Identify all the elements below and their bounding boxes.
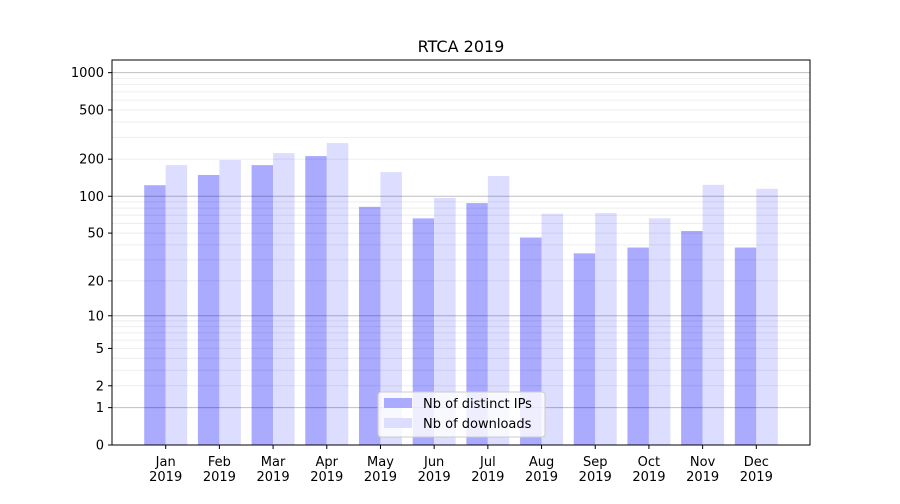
bar-ips <box>412 218 435 445</box>
y-tick-label: 1 <box>96 401 104 416</box>
bar-ips <box>197 174 220 445</box>
bar-ips <box>305 156 327 445</box>
bar-downloads <box>487 176 510 445</box>
y-tick-label: 10 <box>87 309 104 324</box>
x-tick-label: 2019 <box>686 470 719 485</box>
x-tick-label: Oct <box>638 455 660 470</box>
y-tick-label: 50 <box>87 227 104 242</box>
x-tick-label: Jun <box>423 455 444 470</box>
bar-ips <box>466 203 488 445</box>
y-tick-label: 5 <box>96 342 104 357</box>
x-tick-label: 2019 <box>310 470 343 485</box>
x-tick-label: Feb <box>208 455 231 470</box>
y-tick-label: 1000 <box>71 66 104 81</box>
x-tick-label: Mar <box>261 455 286 470</box>
legend-label: Nb of distinct IPs <box>423 397 532 412</box>
bar-downloads <box>595 213 617 445</box>
bar-downloads <box>648 218 671 445</box>
x-tick-label: Apr <box>316 455 339 470</box>
axes-frame <box>111 59 811 446</box>
x-tick-label: Dec <box>744 455 769 470</box>
y-tick-label: 100 <box>79 190 104 205</box>
bar-downloads <box>380 172 402 445</box>
bar-downloads <box>219 159 241 445</box>
x-tick-label: Sep <box>583 455 608 470</box>
x-tick-label: 2019 <box>471 470 504 485</box>
bar-ips <box>144 185 166 446</box>
x-tick-label: 2019 <box>525 470 558 485</box>
x-tick-label: Jul <box>479 455 496 470</box>
bar-downloads <box>273 153 295 445</box>
legend-label: Nb of downloads <box>423 417 532 432</box>
bar-downloads <box>702 184 725 445</box>
bar-ips <box>734 247 757 445</box>
bar-downloads <box>165 165 188 446</box>
x-tick-label: 2019 <box>257 470 290 485</box>
x-tick-label: 2019 <box>579 470 612 485</box>
x-tick-label: 2019 <box>364 470 397 485</box>
bar-downloads <box>434 197 456 445</box>
x-tick-label: 2019 <box>740 470 773 485</box>
legend: Nb of distinct IPs Nb of downloads <box>377 391 546 438</box>
y-tick-label: 2 <box>96 379 104 394</box>
y-tick-label: 0 <box>96 439 104 454</box>
x-tick-label: 2019 <box>418 470 451 485</box>
x-tick-label: 2019 <box>203 470 236 485</box>
legend-swatch <box>384 398 412 408</box>
bar-ips <box>358 206 381 445</box>
x-tick-label: Jan <box>155 455 176 470</box>
x-tick-label: 2019 <box>632 470 665 485</box>
x-tick-label: May <box>367 455 394 470</box>
x-tick-label: Aug <box>529 455 554 470</box>
y-tick-label: 20 <box>87 274 104 289</box>
chart-title: RTCA 2019 <box>418 37 505 56</box>
bar-downloads <box>326 143 349 445</box>
x-tick-label: 2019 <box>149 470 182 485</box>
y-tick-label: 200 <box>79 153 104 168</box>
bar-downloads <box>541 213 564 445</box>
bar-ips <box>681 231 703 445</box>
legend-box <box>377 391 546 438</box>
bar-ips <box>573 253 596 445</box>
bar-ips <box>251 165 274 446</box>
x-tick-label: Nov <box>690 455 716 470</box>
bar-downloads <box>756 188 778 445</box>
y-tick-label: 500 <box>79 103 104 118</box>
legend-swatch <box>384 418 412 428</box>
bar-ips <box>627 247 649 445</box>
